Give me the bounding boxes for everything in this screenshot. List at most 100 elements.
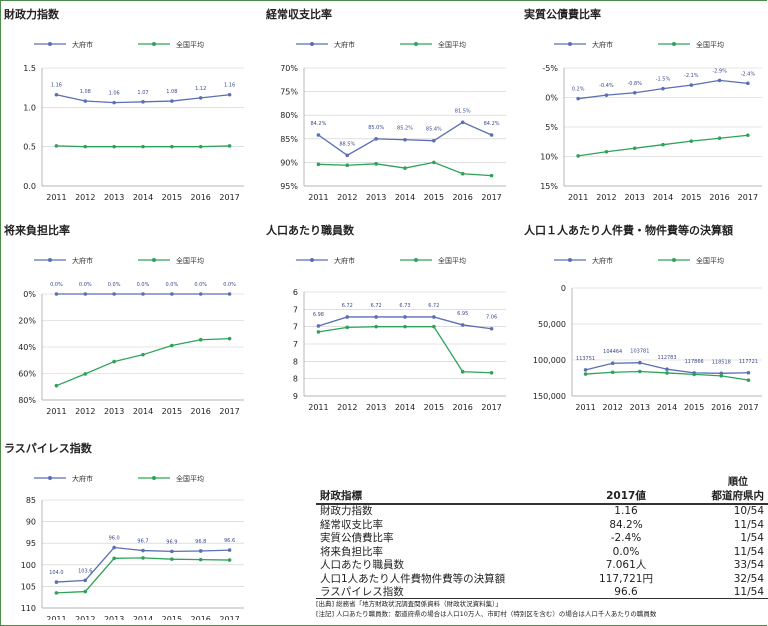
data-point (170, 343, 174, 348)
legend-marker (310, 42, 314, 46)
data-point (112, 292, 116, 296)
y-tick-label: 150,000 (533, 392, 566, 401)
x-tick-label: 2012 (75, 193, 95, 202)
data-point (432, 160, 436, 165)
chart-title: 経常収支比率 (266, 8, 332, 21)
data-label: -2.4% (741, 71, 756, 77)
y-tick-label: 15% (540, 182, 558, 191)
y-tick-label: 7 (293, 340, 298, 349)
data-point (54, 92, 59, 97)
table-row: 実質公債費比率 -2.4% 1/54 (316, 532, 768, 546)
x-tick-label: 2015 (162, 193, 182, 202)
data-point (719, 374, 724, 378)
x-tick-label: 2013 (630, 403, 650, 412)
y-tick-label: 90% (280, 158, 298, 167)
data-label: 0.2% (572, 87, 585, 93)
data-point (638, 369, 642, 374)
data-label: -0.8% (627, 81, 642, 87)
x-tick-label: 2016 (453, 403, 473, 412)
data-label: 0.0% (223, 282, 236, 288)
data-point (54, 383, 59, 388)
data-point (141, 556, 145, 560)
data-label: 85.0% (368, 125, 384, 131)
data-point (316, 133, 321, 137)
data-label: 103781 (630, 349, 649, 355)
chart-svg: 大府市 全国平均 -5% 0% 5% 10% 15% 2011 2012 2013 2014 2015… (540, 40, 762, 202)
data-point (54, 292, 59, 296)
indicator-cell: 人口1人あたり人件費物件費等の決算額 (320, 572, 506, 585)
ordinary-balance-chart: 経常収支比率 大府市 全国平均 70% 75% 80% 85% 90% 95% 2011 2012 2… (266, 6, 516, 206)
x-tick-label: 2017 (738, 193, 758, 202)
y-tick-label: 10% (540, 153, 558, 162)
legend-label: 全国平均 (438, 256, 466, 265)
data-point (604, 149, 609, 154)
data-point (112, 100, 116, 105)
data-point (170, 99, 174, 103)
legend-marker (152, 42, 156, 46)
data-label: 96.9 (166, 539, 177, 545)
chart-svg: 大府市 全国平均 1.5 1.0 0.5 0.0 2011 2012 2013 2014 2015 2… (23, 40, 244, 202)
prefecture-rank-column-header: 都道府県内 (686, 489, 768, 505)
series-line (56, 338, 230, 387)
x-tick-label: 2016 (709, 193, 729, 202)
data-point (374, 324, 378, 329)
indicator-cell: 経常収支比率 (320, 518, 383, 531)
data-point (54, 580, 59, 584)
rank-cell: 10/54 (733, 505, 764, 517)
data-point (638, 360, 642, 365)
legend-label: 大府市 (334, 256, 355, 265)
y-tick-label: 100 (21, 561, 36, 570)
y-tick-label: 20% (18, 317, 36, 326)
personnel-cost-per-capita-chart: 人口１人あたり人件費・物件費等の決算額 大府市 全国平均 0 50,000 100,000… (524, 222, 768, 422)
legend-marker (48, 258, 52, 262)
legend-marker (48, 476, 52, 480)
data-point (170, 144, 174, 149)
x-tick-label: 2011 (46, 615, 66, 620)
rank-cell: 11/54 (733, 518, 764, 531)
data-label: 81.5% (455, 108, 471, 114)
y-tick-label: 105 (21, 582, 36, 591)
y-tick-label: 60% (18, 370, 36, 379)
table-row: 財政力指数 1.16 10/54 (316, 504, 768, 519)
data-point (432, 315, 436, 319)
chart-title: ラスパイレス指数 (4, 442, 92, 455)
legend-label: 全国平均 (696, 256, 724, 265)
data-point (227, 558, 232, 562)
data-label: 103.6 (78, 568, 92, 574)
chart-svg: 大府市 全国平均 0% 20% 40% 60% 80% 2011 2012 2013 2014 201… (18, 256, 244, 416)
legend-label: 大府市 (592, 40, 613, 49)
data-label: 6.73 (399, 303, 410, 309)
data-label: 96.0 (109, 536, 120, 542)
data-point (170, 549, 174, 554)
data-point (583, 368, 588, 372)
y-tick-label: 85 (26, 496, 36, 505)
data-point (227, 292, 232, 296)
value-cell: 96.6 (614, 586, 638, 598)
data-point (345, 315, 350, 319)
legend-label: 全国平均 (696, 40, 724, 49)
y-tick-label: 6 (293, 288, 298, 297)
series-line (56, 557, 230, 594)
data-point (227, 92, 232, 97)
data-point (583, 372, 588, 376)
data-point (316, 324, 321, 328)
data-point (141, 548, 145, 553)
x-tick-label: 2016 (711, 403, 731, 412)
x-tick-label: 2017 (219, 407, 239, 416)
indicator-column-header: 財政指標 (316, 489, 566, 505)
rank-cell: 1/54 (740, 532, 764, 544)
y-tick-label: 8 (293, 375, 298, 384)
data-label: 1.16 (51, 83, 62, 89)
data-point (460, 369, 465, 374)
data-label: 104464 (603, 349, 622, 355)
laspeyres-chart: ラスパイレス指数 大府市 全国平均 85 90 95 100 105 110 2011 2012 20… (4, 440, 254, 620)
data-label: 104.0 (49, 570, 63, 576)
x-tick-label: 2013 (625, 193, 645, 202)
data-point (576, 96, 580, 101)
data-label: 1.12 (195, 86, 206, 92)
table-row: 人口1人あたり人件費物件費等の決算額 117,721円 32/54 (316, 573, 768, 587)
data-point (432, 138, 436, 143)
data-point (489, 370, 494, 375)
data-label: 7.06 (486, 315, 497, 321)
data-label: 1.07 (137, 90, 148, 96)
